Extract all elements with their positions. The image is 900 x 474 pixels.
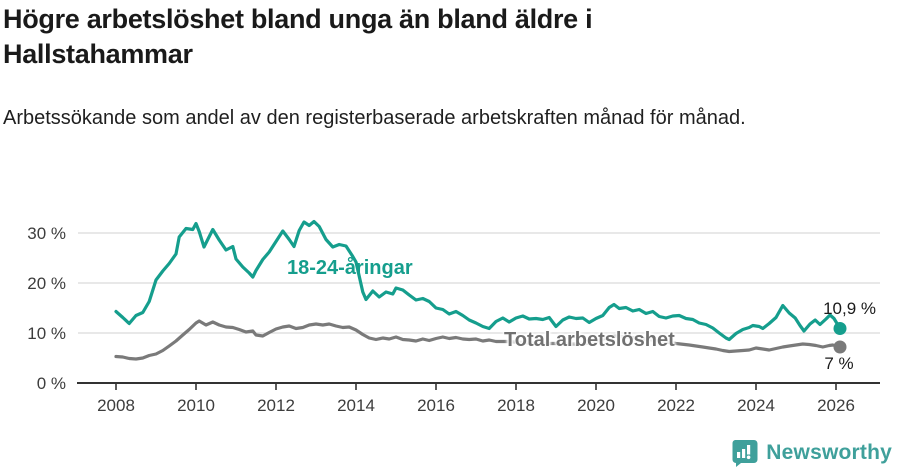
- x-tick-label: 2012: [257, 396, 295, 415]
- y-tick-label: 30 %: [27, 224, 66, 243]
- series-line-total: [114, 319, 842, 361]
- y-tick-label: 20 %: [27, 274, 66, 293]
- series-label-youth: 18-24-åringar: [287, 257, 413, 279]
- brand-name: Newsworthy: [766, 441, 892, 464]
- series-line-youth: [114, 219, 842, 342]
- chart-subtitle: Arbetssökande som andel av den registerb…: [3, 107, 746, 129]
- x-tick-label: 2014: [337, 396, 375, 415]
- x-tick-label: 2026: [817, 396, 855, 415]
- x-tick-label: 2022: [657, 396, 695, 415]
- end-dot-total: [833, 340, 847, 354]
- x-tick-label: 2010: [177, 396, 215, 415]
- newsworthy-logo: Newsworthy: [731, 439, 892, 467]
- chart-title: Högre arbetslöshet bland unga än bland ä…: [3, 4, 593, 70]
- logo-bubble-icon: [732, 440, 758, 467]
- end-value-total: 7 %: [824, 354, 854, 373]
- x-tick-label: 2016: [417, 396, 455, 415]
- x-tick-label: 2018: [497, 396, 535, 415]
- x-tick-label: 2024: [737, 396, 775, 415]
- end-dot-youth: [833, 322, 847, 335]
- y-tick-label: 10 %: [27, 324, 66, 343]
- series-label-total: Total arbetslöshet: [504, 329, 675, 351]
- y-tick-label: 0 %: [37, 374, 66, 393]
- x-tick-label: 2020: [577, 396, 615, 415]
- x-tick-label: 2008: [97, 396, 135, 415]
- end-value-youth: 10,9 %: [823, 299, 876, 318]
